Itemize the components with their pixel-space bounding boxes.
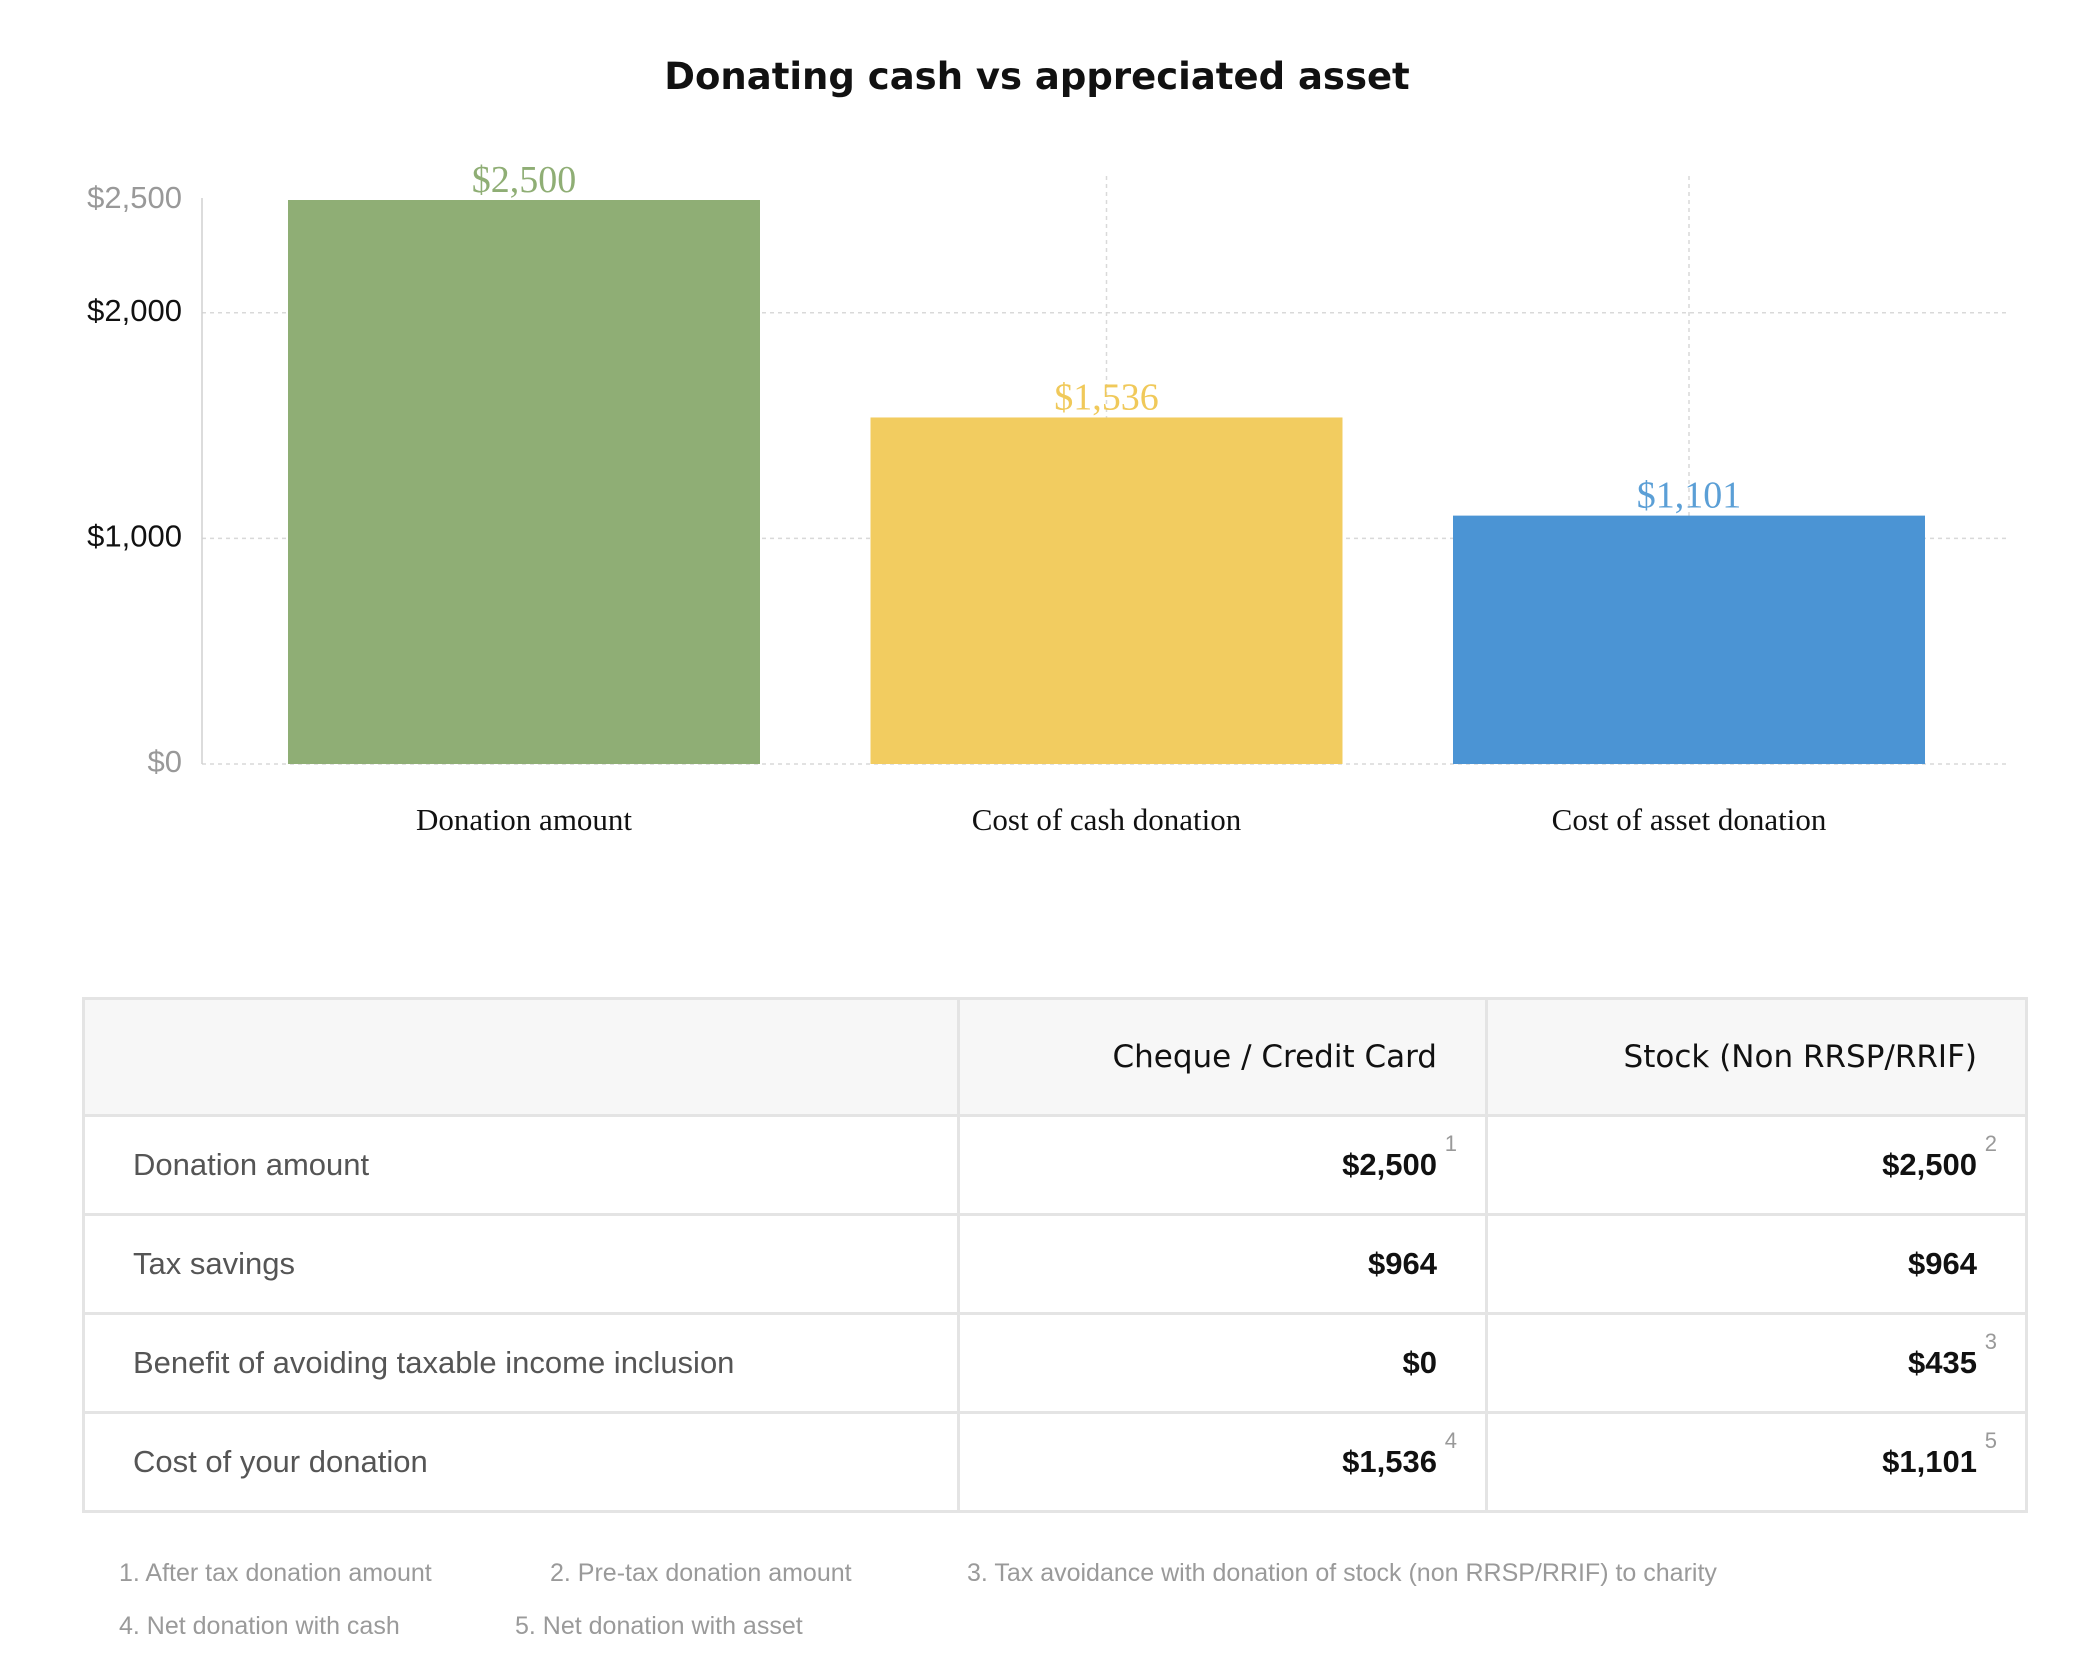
summary-table: Cheque / Credit Card Stock (Non RRSP/RRI…	[82, 997, 2028, 1513]
footnote-marker: 2	[1984, 1131, 1997, 1156]
stock-value-cell: $2,500 2	[1485, 1114, 2028, 1216]
row-label: Cost of your donation	[82, 1411, 960, 1513]
footnote-marker: 5	[1984, 1428, 1997, 1453]
bar-chart: $0 $1,000 $2,000 $2,500 $2,500 Donation amou…	[87, 159, 2010, 837]
bar-value-label: $2,500	[472, 159, 577, 201]
cash-value: $964	[1368, 1246, 1437, 1281]
header-blank	[82, 997, 960, 1117]
cash-value: $0	[1402, 1345, 1437, 1380]
labels: $2,500 Donation amount $1,536 Cost of cash …	[416, 159, 1827, 837]
stock-value-cell: $435 3	[1485, 1312, 2028, 1414]
cash-value-cell: $1,536 4	[957, 1411, 1488, 1513]
footnote-2: 2. Pre-tax donation amount	[550, 1559, 852, 1587]
table-row: Donation amount $2,500 1 $2,500 2	[82, 1114, 2028, 1216]
table-row: Tax savings $964 $964	[82, 1213, 2028, 1315]
footnote-4: 4. Net donation with cash	[119, 1612, 400, 1640]
y-tick-label: $2,000	[87, 293, 182, 328]
row-label: Tax savings	[82, 1213, 960, 1315]
stock-value: $435	[1908, 1345, 1977, 1380]
category-label: Cost of cash donation	[972, 802, 1242, 837]
bar-value-label: $1,101	[1637, 475, 1742, 517]
chart-title: Donating cash vs appreciated asset	[664, 55, 1410, 98]
stock-value: $2,500	[1882, 1147, 1977, 1182]
y-axis: $0 $1,000 $2,000 $2,500	[87, 180, 203, 779]
cash-value-cell: $0	[957, 1312, 1488, 1414]
header-cash: Cheque / Credit Card	[957, 997, 1488, 1117]
bar	[288, 200, 760, 764]
y-tick-label: $1,000	[87, 519, 182, 554]
table-row: Cost of your donation $1,536 4 $1,101 5	[82, 1411, 2028, 1513]
header-stock: Stock (Non RRSP/RRIF)	[1485, 997, 2028, 1117]
stock-value: $1,101	[1882, 1444, 1977, 1479]
cash-value: $2,500	[1342, 1147, 1437, 1182]
bars	[288, 200, 1925, 764]
category-label: Cost of asset donation	[1552, 802, 1827, 837]
footnote-3: 3. Tax avoidance with donation of stock …	[967, 1559, 1717, 1587]
cash-value: $1,536	[1342, 1444, 1437, 1479]
footnote-marker: 1	[1444, 1131, 1457, 1156]
cash-value-cell: $964	[957, 1213, 1488, 1315]
y-tick-label: $0	[148, 744, 182, 779]
category-label: Donation amount	[416, 802, 632, 837]
table-header-row: Cheque / Credit Card Stock (Non RRSP/RRI…	[82, 997, 2028, 1117]
bar	[870, 417, 1343, 764]
footnote-marker: 3	[1984, 1329, 1997, 1354]
bar-value-label: $1,536	[1054, 376, 1159, 418]
row-label: Benefit of avoiding taxable income inclu…	[82, 1312, 960, 1414]
stock-value-cell: $964	[1485, 1213, 2028, 1315]
bar	[1453, 515, 1925, 764]
cash-value-cell: $2,500 1	[957, 1114, 1488, 1216]
stock-value-cell: $1,101 5	[1485, 1411, 2028, 1513]
footnote-5: 5. Net donation with asset	[515, 1612, 803, 1640]
y-tick-label: $2,500	[87, 180, 182, 215]
table-row: Benefit of avoiding taxable income inclu…	[82, 1312, 2028, 1414]
row-label: Donation amount	[82, 1114, 960, 1216]
footnote-marker: 4	[1444, 1428, 1457, 1453]
stock-value: $964	[1908, 1246, 1977, 1281]
footnote-1: 1. After tax donation amount	[119, 1559, 432, 1587]
